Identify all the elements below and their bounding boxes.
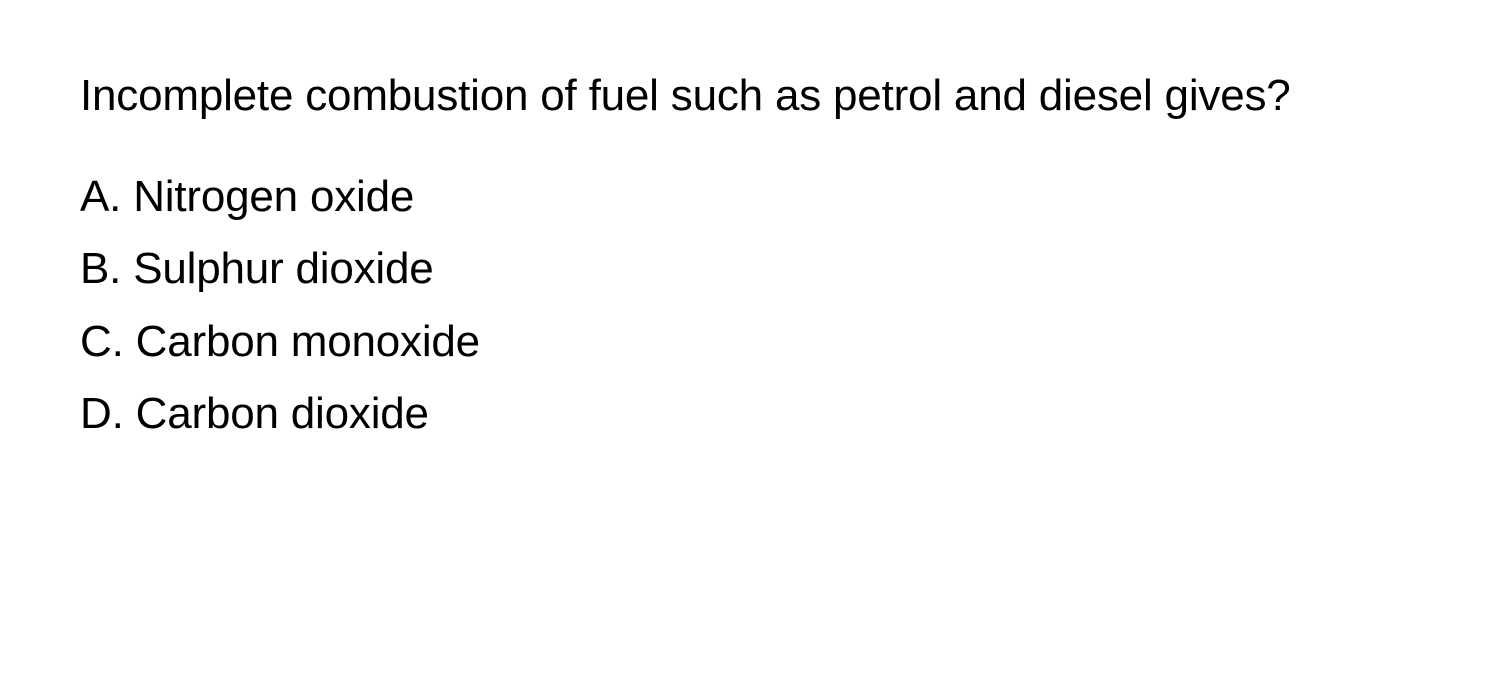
option-label: D.	[80, 389, 124, 438]
option-label: C.	[80, 317, 124, 366]
option-b: B. Sulphur dioxide	[80, 233, 1420, 306]
option-label: A.	[80, 172, 121, 221]
option-text: Carbon monoxide	[136, 317, 480, 366]
option-text: Carbon dioxide	[136, 389, 429, 438]
option-d: D. Carbon dioxide	[80, 378, 1420, 451]
option-c: C. Carbon monoxide	[80, 306, 1420, 379]
option-text: Sulphur dioxide	[133, 244, 433, 293]
question-container: Incomplete combustion of fuel such as pe…	[80, 60, 1420, 451]
option-a: A. Nitrogen oxide	[80, 161, 1420, 234]
question-text: Incomplete combustion of fuel such as pe…	[80, 60, 1420, 133]
option-label: B.	[80, 244, 121, 293]
option-text: Nitrogen oxide	[133, 172, 414, 221]
